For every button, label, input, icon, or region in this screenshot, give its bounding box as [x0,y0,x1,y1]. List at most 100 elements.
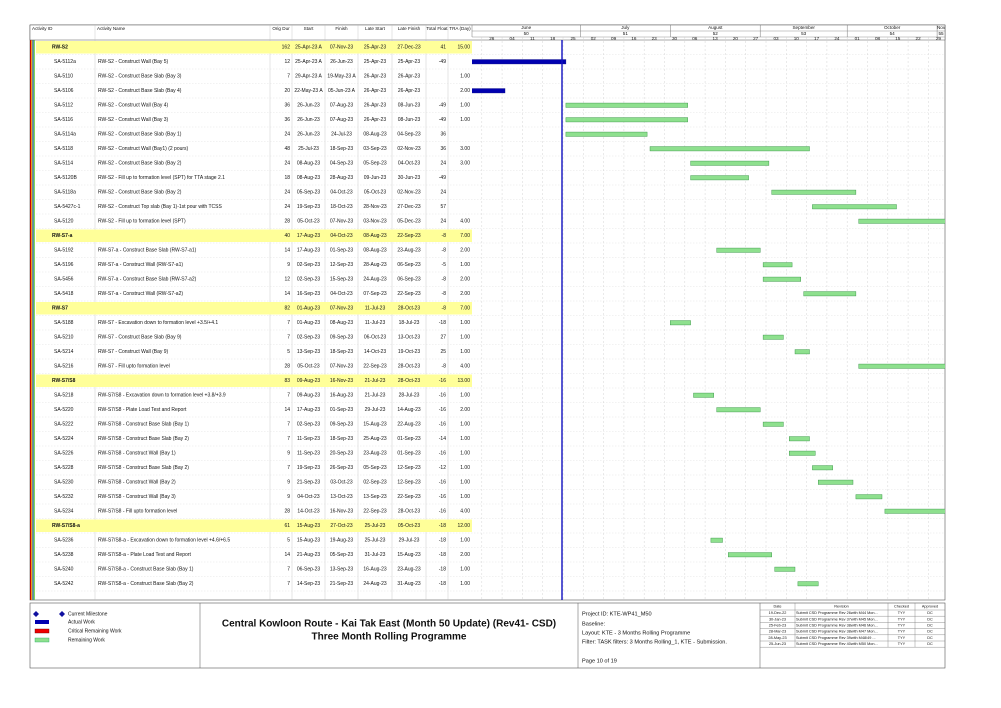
week-label: 30 [672,36,678,41]
cell: 07-Nov-23 [330,306,354,312]
activity-id: SA-5226 [54,451,74,457]
cell: 27 [440,335,446,341]
revision-cell: TYY [898,617,906,621]
cell: 30-Jun-23 [398,175,421,181]
cell: 36 [440,132,446,138]
gantt-bar [818,479,854,485]
week-label: 04 [510,36,516,41]
cell: 7 [287,74,290,80]
cell: 13-Sep-23 [330,567,354,573]
cell: 07-Aug-23 [330,103,354,109]
cell: -16 [439,407,446,413]
cell: -49 [439,59,446,65]
activity-name: RW-S7/S8 - Construct Base Slab (Bay 2) [98,465,189,471]
revision-cell: Revision [834,605,849,609]
activity-name: RW-S7/S8-a - Plate Load Test and Report [98,552,191,558]
activity-id: SA-5238 [54,552,74,558]
cell: 36 [440,146,446,152]
cell: 21-Aug-23 [297,552,321,558]
baseline: Baseline: [582,621,605,627]
subtitle: Three Month Rolling Programme [311,632,466,643]
cell: 31-Jul-23 [365,552,386,558]
revision-cell: DC [927,636,933,640]
activity-id: RW-S7/S8 [52,378,76,384]
cell: 22-Sep-23 [397,291,421,297]
activity-name: RW-S7/S8 - Construct Wall (Bay 3) [98,494,176,500]
cell: 26-Apr-23 [364,74,386,80]
revision-cell: Submit CSD Programme Rev 40with M50 Mon.… [796,642,878,646]
activity-id: SA-5216 [54,364,74,370]
cell: 17-Aug-23 [297,248,321,254]
cell: 05-Sep-23 [363,161,387,167]
cell: 05-Oct-23 [398,523,420,529]
cell: -8 [442,306,447,312]
gantt-bar [762,421,784,427]
column-header: Activity Name [97,26,126,31]
gantt-bar [797,581,819,587]
activity-name: RW-S2 - Construct Wall (Bay 4) [98,103,169,109]
cell: 04-Oct-23 [297,494,319,500]
activity-name: RW-S7 - Excavation down to formation lev… [98,320,218,326]
cell: -18 [439,538,446,544]
activity-id: SA-5218 [54,393,74,399]
cell: 17-Aug-23 [297,407,321,413]
activity-id: SA-5224 [54,436,74,442]
cell: -8 [442,364,447,370]
cell: 04-Sep-23 [397,132,421,138]
cell: 02-Sep-23 [297,422,321,428]
cell: -16 [439,451,446,457]
activity-name: RW-S7/S8 - Construct Wall (Bay 1) [98,451,176,457]
cell: 22-Sep-23 [363,364,387,370]
week-label: 22 [916,36,922,41]
cell: 24 [440,219,446,225]
week-label: 23 [652,36,658,41]
cell: 08-Aug-23 [330,320,354,326]
cell: 7 [287,335,290,341]
cell: 16-Aug-23 [330,393,354,399]
cell: 7.00 [460,306,470,312]
title: Central Kowloon Route - Kai Tak East (Mo… [222,619,556,630]
cell: 9 [287,262,290,268]
cell: 26-Apr-23 [364,103,386,109]
project-id: Project ID: KTE-WP41_M50 [582,611,652,617]
cell: -16 [439,494,446,500]
activity-name: RW-S2 - Construct Base Slab (Bay 1) [98,132,182,138]
cell: 02-Sep-23 [297,262,321,268]
activity-name: RW-S7 - Construct Base Slab (Bay 9) [98,335,182,341]
week-label: 27 [753,36,759,41]
cell: 09-Aug-23 [297,378,321,384]
column-header: Finish [335,26,348,31]
gantt-bar [789,450,816,456]
cell: 25-Jul-23 [298,146,319,152]
month-number: 53 [801,31,807,36]
cell: 1.00 [460,422,470,428]
cell: 28-Nov-23 [363,204,387,210]
revision-cell: DC [927,624,933,628]
revision-cell: TYY [898,642,906,646]
activity-id: SA-5196 [54,262,74,268]
cell: 1.00 [460,465,470,471]
cell: 02-Sep-23 [297,277,321,283]
gantt-bar [649,146,810,152]
cell: 21-Jul-23 [365,378,386,384]
cell: 05-Oct-23 [297,219,319,225]
cell: -8 [442,233,447,239]
cell: 25-Apr-23 [398,59,420,65]
gantt-bar [762,334,784,340]
cell: 12-Sep-23 [397,465,421,471]
revision-cell: 25-Jun-23 [769,642,786,646]
gantt-bar [716,247,761,253]
cell: 25-Apr-23 A [295,45,322,51]
cell: 19-Oct-23 [398,349,420,355]
cell: 07-Nov-23 [330,219,354,225]
cell: 18-Sep-23 [330,349,354,355]
cell: 18-Oct-23 [330,204,352,210]
gantt-bar [812,465,833,471]
cell: 19-Sep-23 [297,204,321,210]
page-number: Page 10 of 19 [582,658,617,664]
cell: 82 [284,306,290,312]
gantt-bar [884,508,945,514]
cell: 27-Dec-23 [397,45,421,51]
activity-id: SA-5112a [54,59,76,65]
cell: 1.00 [460,480,470,486]
